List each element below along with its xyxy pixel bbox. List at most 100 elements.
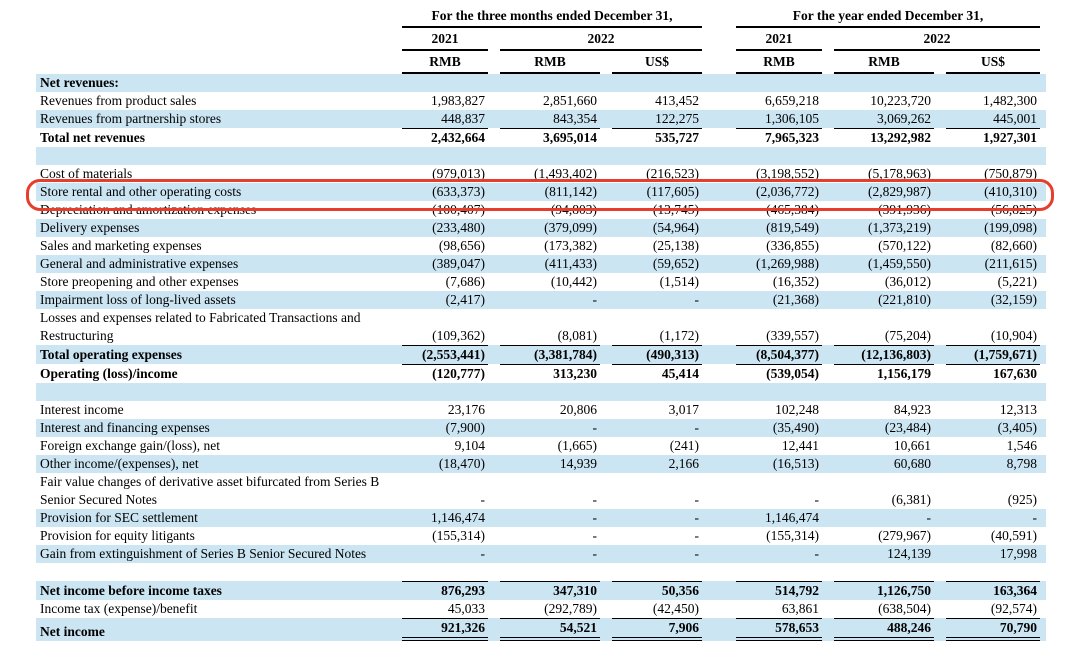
cell-value: (59,652) (652, 256, 700, 271)
cell-value: 3,017 (668, 402, 700, 417)
row-label: Delivery expenses (40, 220, 140, 235)
cell-value: - (694, 420, 700, 435)
table-row: Net revenues: (36, 74, 1047, 92)
cell-value: (7,900) (445, 420, 485, 435)
header-currency-cell: US$ (940, 51, 1046, 74)
column-gap (708, 51, 730, 74)
cell-value: 14,939 (559, 456, 597, 471)
cell-value: (23,484) (884, 420, 932, 435)
cell-value: 578,653 (730, 618, 828, 641)
cell-value (940, 147, 1046, 165)
table-row: Foreign exchange gain/(loss), net 9,104 (1… (36, 437, 1047, 455)
cell-value (730, 383, 828, 401)
table-row: Income tax (expense)/benefit 45,033 (292,7… (36, 600, 1047, 618)
cell-value: (750,879) (984, 166, 1038, 181)
cell-value: 124,139 (887, 546, 932, 561)
row-label: Gain from extinguishment of Series B Sen… (40, 546, 367, 561)
row-label: Total operating expenses (40, 347, 183, 362)
row-label: Foreign exchange gain/(loss), net (40, 438, 220, 453)
cell-value (730, 147, 828, 165)
row-label: Provision for equity litigants (40, 528, 195, 543)
cell-value: 1,546 (1006, 438, 1038, 453)
currency-label: RMB (500, 53, 600, 74)
table-row: Interest and financing expenses (7,900) - -… (36, 419, 1047, 437)
cell-value: - (814, 546, 820, 561)
cell-value: 6,659,218 (765, 93, 820, 108)
cell-value: - (592, 528, 598, 543)
cell-value (606, 563, 708, 581)
cell-value: 3,695,014 (494, 128, 606, 147)
cell-value: 7,965,323 (730, 128, 828, 147)
cell-value: - (480, 546, 486, 561)
cell-value: (233,480) (432, 220, 485, 235)
cell-value: 535,727 (606, 128, 708, 147)
cell-value: (490,313) (606, 345, 708, 364)
column-gap (708, 237, 730, 255)
column-gap (708, 437, 730, 455)
cell-value (730, 74, 828, 92)
cell-value: (2,553,441) (396, 345, 494, 364)
cell-value (606, 74, 708, 92)
cell-value: 1,146,474 (431, 510, 485, 525)
column-gap (708, 128, 730, 147)
cell-value: (336,855) (766, 238, 820, 253)
cell-value: (3,381,784) (494, 345, 606, 364)
cell-value: 50,356 (606, 581, 708, 600)
row-label (36, 147, 396, 165)
cell-value: 488,246 (828, 618, 940, 641)
cell-value: (10,904) (990, 328, 1038, 343)
table-row: Net income before income taxes 876,293 347… (36, 581, 1047, 600)
cell-value: 60,680 (893, 456, 932, 471)
cell-value: 122,275 (655, 111, 700, 126)
cell-value: 8,798 (1006, 456, 1038, 471)
column-gap (708, 74, 730, 92)
table-row: Store preopening and other expenses (7,68… (36, 273, 1047, 291)
cell-value: 167,630 (940, 364, 1046, 383)
table-row: Losses and expenses related to Fabricate… (36, 309, 1047, 345)
cell-value (396, 147, 494, 165)
row-label: Losses and expenses related to Fabricate… (40, 310, 361, 343)
cell-value: - (694, 510, 700, 525)
cell-value: (56,825) (990, 202, 1038, 217)
column-gap (708, 364, 730, 383)
header-group-row: For the three months ended December 31, … (36, 5, 1046, 28)
row-label: Fair value changes of derivative asset b… (40, 474, 380, 507)
row-label: Net income (40, 624, 105, 639)
cell-value: - (1032, 510, 1038, 525)
header-currency-cell: US$ (606, 51, 708, 74)
cell-value: (389,047) (432, 256, 485, 271)
cell-value: 10,223,720 (870, 93, 932, 108)
column-gap (708, 255, 730, 273)
cell-value (828, 563, 940, 581)
cell-value: 2,432,664 (396, 128, 494, 147)
cell-value: (42,450) (652, 601, 700, 616)
cell-value: (100,407) (432, 202, 485, 217)
table-row: Operating (loss)/income (120,777) 313,230 4… (36, 364, 1047, 383)
cell-value: 1,146,474 (765, 510, 820, 525)
cell-value: (13,745) (652, 202, 700, 217)
cell-value: 54,521 (494, 618, 606, 641)
column-gap (708, 473, 730, 509)
cell-value: (75,204) (884, 328, 932, 343)
cell-value: (10,442) (550, 274, 597, 289)
cell-value: 84,923 (893, 402, 932, 417)
row-label: Impairment loss of long-lived assets (40, 292, 236, 307)
cell-value: 445,001 (993, 111, 1038, 126)
row-label: Income tax (expense)/benefit (40, 601, 198, 616)
table-row: Impairment loss of long-lived assets (2,4… (36, 291, 1047, 309)
cell-value: 17,998 (999, 546, 1038, 561)
cell-value (396, 74, 494, 92)
cell-value: (18,470) (438, 456, 485, 471)
cell-value: 1,927,301 (940, 128, 1046, 147)
header-group-three-months: For the three months ended December 31, (396, 5, 708, 28)
income-statement-table: For the three months ended December 31, … (36, 5, 1047, 641)
cell-value: 1,126,750 (828, 581, 940, 600)
row-label: Net revenues: (40, 75, 119, 90)
cell-value: (155,314) (432, 528, 485, 543)
cell-value: (54,964) (652, 220, 700, 235)
cell-value: 843,354 (553, 111, 597, 126)
currency-label: RMB (834, 53, 935, 74)
cell-value: (40,591) (990, 528, 1038, 543)
cell-value (606, 383, 708, 401)
row-label: Store preopening and other expenses (40, 274, 239, 289)
